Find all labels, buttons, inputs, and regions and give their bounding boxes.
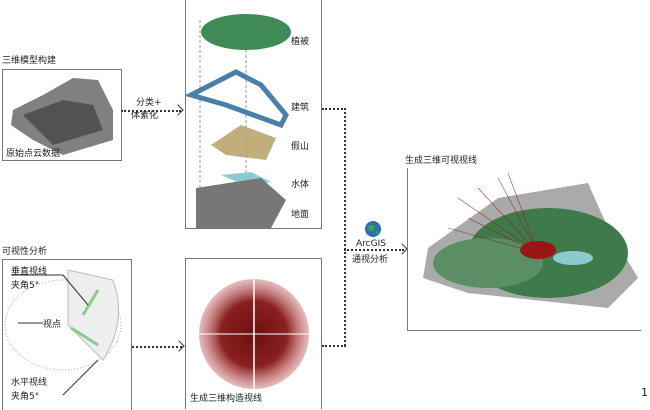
arrow-line <box>344 249 404 251</box>
view-cone-diagram <box>4 269 122 396</box>
connector-line <box>344 108 346 346</box>
visibility-panel: 垂直视线 夹角5° 视点 水平视线 夹角5° <box>2 259 132 410</box>
arcgis-name: ArcGIS <box>356 239 386 249</box>
layers-image <box>186 14 291 228</box>
horizontal-sightline-label: 水平视线 <box>11 378 48 388</box>
raw-point-cloud-panel: 原始点云数据 <box>2 69 122 161</box>
model-build-title: 三维模型构建 <box>2 56 57 66</box>
viewpoint-label: 视点 <box>43 320 62 330</box>
layer-label: 植被 <box>291 37 310 47</box>
sightlines-label: 生成三维构造视线 <box>190 394 263 404</box>
connector-line <box>322 345 346 347</box>
result-image <box>423 172 638 308</box>
classify-label-2: 体素化 <box>131 111 159 121</box>
connector-line <box>322 108 346 110</box>
layer-label: 水体 <box>291 180 310 190</box>
arrow-line <box>121 110 181 112</box>
arrow-head <box>172 104 184 116</box>
layer-label: 假山 <box>291 142 310 152</box>
arrow-line <box>132 346 182 348</box>
horizontal-angle-label: 夹角5° <box>11 392 40 402</box>
sightlines-panel: 生成三维构造视线 <box>185 258 322 409</box>
figure-number: 1 <box>641 386 648 399</box>
result-title: 生成三维可视视线 <box>405 156 478 166</box>
layers-panel: 植被 建筑 假山 水体 地面 <box>185 0 322 229</box>
classify-label-1: 分类+ <box>136 98 162 108</box>
layer-label: 建筑 <box>291 103 310 113</box>
vertical-sightline-label: 垂直视线 <box>11 267 48 277</box>
globe-icon <box>365 221 381 237</box>
vertical-angle-label: 夹角5° <box>11 281 40 291</box>
layer-label: 地面 <box>291 210 310 220</box>
point-cloud-image <box>11 78 113 155</box>
arcgis-label: 通视分析 <box>352 255 389 265</box>
result-panel <box>407 168 641 331</box>
arrow-head <box>396 243 408 255</box>
sightlines-image <box>199 279 309 389</box>
arrow-head <box>173 340 185 352</box>
visibility-title: 可视性分析 <box>2 247 48 257</box>
raw-point-cloud-label: 原始点云数据 <box>6 149 61 159</box>
